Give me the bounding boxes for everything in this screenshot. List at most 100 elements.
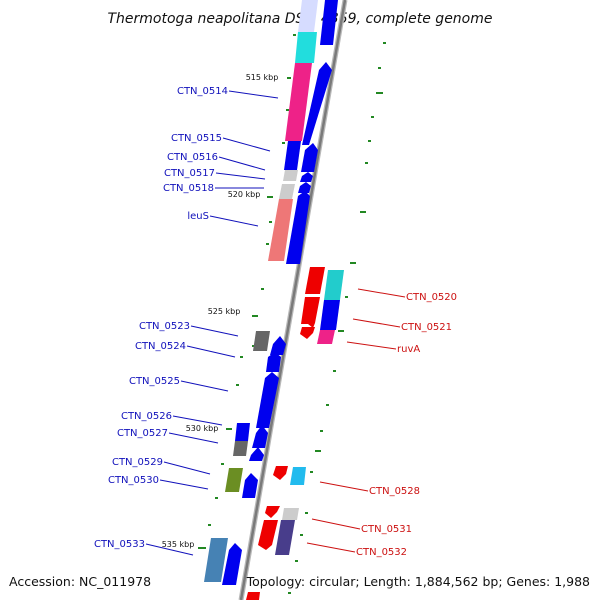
gc-tick bbox=[240, 356, 243, 358]
gc-tick bbox=[368, 140, 371, 142]
label-leader bbox=[168, 432, 219, 444]
cds-arrow bbox=[298, 182, 311, 193]
label-leader bbox=[319, 481, 369, 492]
gene-label[interactable]: CTN_0524 bbox=[135, 341, 186, 352]
gc-tick bbox=[286, 109, 289, 111]
forward-cds-track bbox=[222, 0, 338, 585]
cds-arrow bbox=[256, 372, 279, 428]
gc-tick bbox=[287, 77, 291, 79]
genome-summary-text: Topology: circular; Length: 1,884,562 bp… bbox=[246, 574, 590, 589]
gene-block bbox=[283, 170, 298, 181]
gene-block bbox=[282, 508, 299, 520]
label-leader bbox=[190, 325, 239, 337]
gene-label[interactable]: CTN_0529 bbox=[112, 457, 163, 468]
gene-label[interactable]: CTN_0518 bbox=[163, 183, 214, 194]
gene-label[interactable]: CTN_0531 bbox=[361, 524, 412, 535]
gene-label[interactable]: CTN_0527 bbox=[117, 428, 168, 439]
forward-cog-track bbox=[204, 0, 318, 582]
gene-block bbox=[268, 199, 293, 261]
label-leader bbox=[145, 543, 194, 556]
label-leader bbox=[163, 461, 211, 475]
gc-tick bbox=[267, 196, 273, 198]
gc-tick bbox=[208, 524, 211, 526]
gene-block bbox=[275, 520, 295, 555]
cds-arrow bbox=[300, 172, 313, 182]
gc-tick bbox=[215, 497, 218, 499]
gene-block bbox=[225, 468, 243, 492]
gc-tick bbox=[252, 345, 255, 347]
cds-arrow bbox=[300, 327, 315, 339]
gene-block bbox=[290, 467, 306, 485]
gene-block bbox=[285, 63, 312, 141]
cds-arrow bbox=[242, 473, 258, 498]
position-marker: 525 kbp bbox=[208, 307, 241, 316]
gene-label[interactable]: CTN_0514 bbox=[177, 86, 228, 97]
gene-label[interactable]: CTN_0532 bbox=[356, 547, 407, 558]
accession-text: Accession: NC_011978 bbox=[9, 574, 151, 589]
cds-arrow bbox=[266, 352, 281, 372]
gc-tick bbox=[236, 384, 239, 386]
reverse-gene-labels: CTN_0520 CTN_0521 ruvA CTN_0528 CTN_0531… bbox=[306, 288, 457, 558]
gc-tick bbox=[310, 471, 313, 473]
gc-tick bbox=[333, 370, 336, 372]
forward-gene-labels: CTN_0514 CTN_0515 CTN_0516 CTN_0517 CTN_… bbox=[94, 86, 279, 556]
gc-tick bbox=[295, 560, 298, 562]
gene-label[interactable]: CTN_0528 bbox=[369, 486, 420, 497]
gene-label[interactable]: CTN_0517 bbox=[164, 168, 215, 179]
cds-arrow bbox=[270, 336, 286, 355]
label-leader bbox=[311, 518, 361, 530]
gc-tick bbox=[326, 404, 329, 406]
gc-tick bbox=[266, 243, 269, 245]
genome-backbone bbox=[238, 0, 348, 600]
gc-tick bbox=[293, 34, 296, 36]
label-leader bbox=[228, 90, 279, 99]
gene-label[interactable]: CTN_0516 bbox=[167, 152, 218, 163]
gene-label[interactable]: CTN_0530 bbox=[108, 475, 159, 486]
gc-tick bbox=[320, 430, 323, 432]
gene-label[interactable]: leuS bbox=[187, 211, 209, 222]
gene-block bbox=[253, 331, 270, 351]
cds-arrow bbox=[252, 425, 268, 448]
gene-label[interactable]: CTN_0520 bbox=[406, 292, 457, 303]
cds-arrow bbox=[222, 543, 242, 585]
label-leader bbox=[218, 156, 266, 171]
gc-tick bbox=[300, 534, 303, 536]
gene-label[interactable]: CTN_0525 bbox=[129, 376, 180, 387]
gene-block bbox=[235, 423, 250, 441]
gc-content-track bbox=[198, 34, 386, 594]
gene-label[interactable]: CTN_0526 bbox=[121, 411, 172, 422]
gc-tick bbox=[360, 211, 366, 213]
gc-tick bbox=[305, 512, 308, 514]
gene-block bbox=[317, 330, 335, 344]
gene-label[interactable]: CTN_0521 bbox=[401, 322, 452, 333]
gene-label[interactable]: CTN_0515 bbox=[171, 133, 222, 144]
gene-block bbox=[298, 0, 318, 32]
gene-label[interactable]: CTN_0533 bbox=[94, 539, 145, 550]
cds-arrow bbox=[301, 143, 318, 172]
gene-label[interactable]: ruvA bbox=[397, 344, 420, 355]
label-leader bbox=[186, 345, 236, 358]
label-leader bbox=[352, 318, 401, 328]
gc-tick bbox=[252, 315, 258, 317]
gc-tick bbox=[345, 296, 348, 298]
position-marker: 535 kbp bbox=[162, 540, 195, 549]
gc-tick bbox=[371, 116, 374, 118]
label-leader bbox=[180, 380, 229, 392]
position-markers: 515 kbp 520 kbp 525 kbp 530 kbp 535 kbp bbox=[162, 73, 279, 549]
cds-arrow bbox=[258, 520, 278, 550]
cds-arrow bbox=[301, 297, 320, 328]
label-leader bbox=[222, 137, 271, 152]
cds-arrow bbox=[273, 466, 288, 480]
gene-block bbox=[284, 141, 301, 170]
gc-tick bbox=[269, 221, 272, 223]
gc-tick bbox=[282, 142, 285, 144]
gene-block bbox=[324, 270, 344, 300]
gc-tick bbox=[315, 450, 321, 452]
gc-tick bbox=[338, 330, 344, 332]
label-leader bbox=[209, 215, 259, 227]
gene-block bbox=[233, 441, 248, 456]
gene-label[interactable]: CTN_0523 bbox=[139, 321, 190, 332]
cds-arrow bbox=[246, 592, 260, 600]
